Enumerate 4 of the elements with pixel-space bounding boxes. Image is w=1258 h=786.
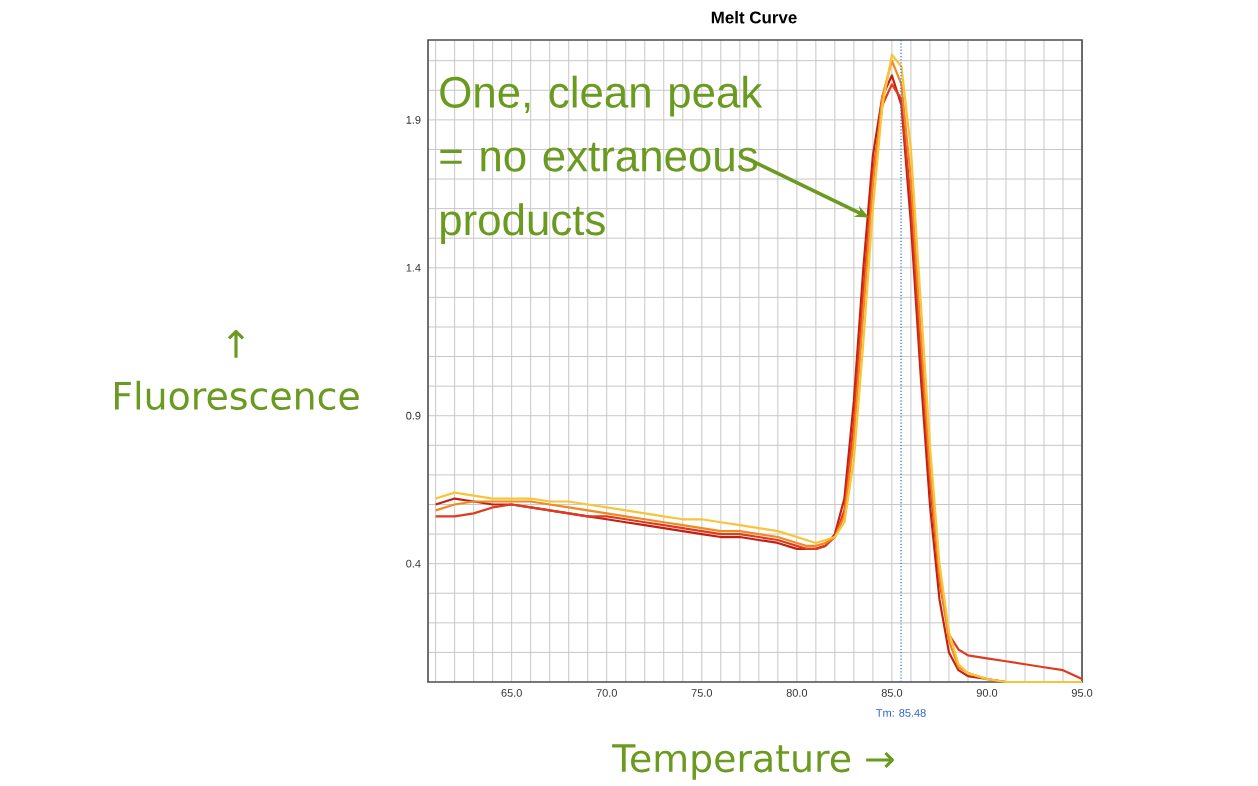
x-axis-title: Temperature →	[612, 744, 894, 780]
annotation: One, clean peak = no extraneous products	[440, 75, 763, 245]
y-axis-title: ↑ Fluorescence	[115, 329, 359, 411]
chart-title: Melt Curve	[711, 11, 797, 24]
